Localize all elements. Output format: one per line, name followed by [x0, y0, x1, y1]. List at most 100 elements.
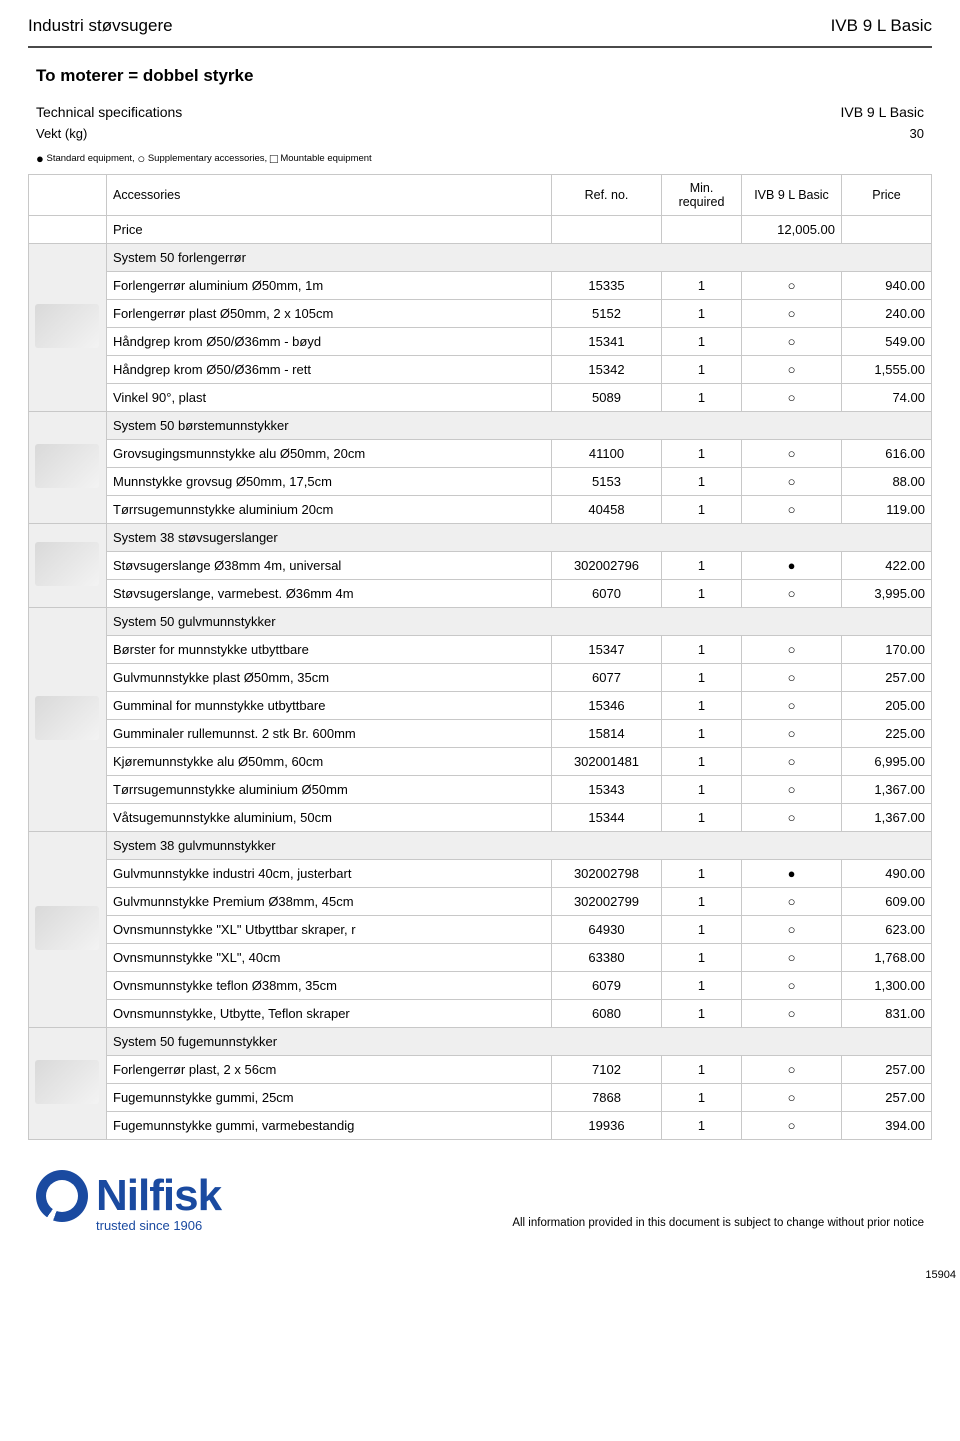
item-sym: ○ — [742, 720, 842, 748]
item-sym: ○ — [742, 328, 842, 356]
item-sym: ○ — [742, 944, 842, 972]
product-thumb-icon — [35, 444, 99, 488]
item-min: 1 — [662, 272, 742, 300]
item-sym: ○ — [742, 748, 842, 776]
item-name: Tørrsugemunnstykke aluminium Ø50mm — [107, 776, 552, 804]
table-row: Støvsugerslange Ø38mm 4m, universal30200… — [29, 552, 932, 580]
item-price: 257.00 — [842, 664, 932, 692]
group-row: System 50 fugemunnstykker — [29, 1028, 932, 1056]
item-min: 1 — [662, 1084, 742, 1112]
item-price: 609.00 — [842, 888, 932, 916]
item-ref: 15347 — [552, 636, 662, 664]
table-row: Grovsugingsmunnstykke alu Ø50mm, 20cm411… — [29, 440, 932, 468]
item-min: 1 — [662, 720, 742, 748]
item-name: Håndgrep krom Ø50/Ø36mm - bøyd — [107, 328, 552, 356]
table-row: Kjøremunnstykke alu Ø50mm, 60cm302001481… — [29, 748, 932, 776]
item-min: 1 — [662, 972, 742, 1000]
item-price: 1,367.00 — [842, 776, 932, 804]
item-name: Vinkel 90°, plast — [107, 384, 552, 412]
item-price: 616.00 — [842, 440, 932, 468]
group-title: System 38 støvsugerslanger — [107, 524, 932, 552]
item-min: 1 — [662, 1112, 742, 1140]
group-row: System 38 gulvmunnstykker — [29, 832, 932, 860]
item-min: 1 — [662, 776, 742, 804]
item-price: 74.00 — [842, 384, 932, 412]
item-name: Våtsugemunnstykke aluminium, 50cm — [107, 804, 552, 832]
item-name: Forlengerrør plast, 2 x 56cm — [107, 1056, 552, 1084]
item-sym: ○ — [742, 384, 842, 412]
item-name: Fugemunnstykke gummi, 25cm — [107, 1084, 552, 1112]
item-name: Ovnsmunnstykke "XL" Utbyttbar skraper, r — [107, 916, 552, 944]
item-name: Gumminaler rullemunnst. 2 stk Br. 600mm — [107, 720, 552, 748]
item-ref: 5153 — [552, 468, 662, 496]
item-name: Håndgrep krom Ø50/Ø36mm - rett — [107, 356, 552, 384]
item-ref: 15814 — [552, 720, 662, 748]
item-ref: 15342 — [552, 356, 662, 384]
table-header-row: Accessories Ref. no. Min. required IVB 9… — [29, 175, 932, 216]
item-sym: ○ — [742, 440, 842, 468]
item-name: Ovnsmunnstykke teflon Ø38mm, 35cm — [107, 972, 552, 1000]
item-price: 3,995.00 — [842, 580, 932, 608]
item-price: 6,995.00 — [842, 748, 932, 776]
group-title: System 38 gulvmunnstykker — [107, 832, 932, 860]
item-price: 170.00 — [842, 636, 932, 664]
item-ref: 64930 — [552, 916, 662, 944]
table-row: Gulvmunnstykke Premium Ø38mm, 45cm302002… — [29, 888, 932, 916]
product-thumb-cell — [29, 244, 107, 412]
table-row: Gumminal for munnstykke utbyttbare153461… — [29, 692, 932, 720]
item-min: 1 — [662, 440, 742, 468]
item-ref: 15341 — [552, 328, 662, 356]
product-thumb-icon — [35, 696, 99, 740]
item-price: 394.00 — [842, 1112, 932, 1140]
spec-row-label: Vekt (kg) — [36, 126, 87, 141]
item-price: 257.00 — [842, 1084, 932, 1112]
item-ref: 19936 — [552, 1112, 662, 1140]
item-name: Gulvmunnstykke industri 40cm, justerbart — [107, 860, 552, 888]
brand-logo: Nilfisk — [36, 1170, 924, 1222]
col-price: Price — [842, 175, 932, 216]
col-model: IVB 9 L Basic — [742, 175, 842, 216]
subtitle: To moterer = dobbel styrke — [36, 66, 932, 86]
item-sym: ● — [742, 552, 842, 580]
brand-name: Nilfisk — [96, 1171, 221, 1221]
item-ref: 15346 — [552, 692, 662, 720]
item-ref: 302002798 — [552, 860, 662, 888]
item-price: 623.00 — [842, 916, 932, 944]
group-title: System 50 gulvmunnstykker — [107, 608, 932, 636]
table-row: Gulvmunnstykke industri 40cm, justerbart… — [29, 860, 932, 888]
col-img — [29, 175, 107, 216]
item-min: 1 — [662, 664, 742, 692]
item-price: 240.00 — [842, 300, 932, 328]
col-accessories: Accessories — [107, 175, 552, 216]
item-min: 1 — [662, 356, 742, 384]
item-sym: ○ — [742, 1112, 842, 1140]
item-name: Ovnsmunnstykke, Utbytte, Teflon skraper — [107, 1000, 552, 1028]
item-price: 1,367.00 — [842, 804, 932, 832]
item-ref: 7102 — [552, 1056, 662, 1084]
item-sym: ○ — [742, 664, 842, 692]
table-row: Fugemunnstykke gummi, 25cm78681○257.00 — [29, 1084, 932, 1112]
price-value: 12,005.00 — [742, 216, 842, 244]
group-row: System 38 støvsugerslanger — [29, 524, 932, 552]
item-ref: 302002796 — [552, 552, 662, 580]
table-row: Gulvmunnstykke plast Ø50mm, 35cm60771○25… — [29, 664, 932, 692]
product-thumb-cell — [29, 1028, 107, 1140]
item-ref: 15343 — [552, 776, 662, 804]
table-row: Munnstykke grovsug Ø50mm, 17,5cm51531○88… — [29, 468, 932, 496]
product-thumb-icon — [35, 1060, 99, 1104]
item-ref: 7868 — [552, 1084, 662, 1112]
item-sym: ○ — [742, 496, 842, 524]
accessories-table: Accessories Ref. no. Min. required IVB 9… — [28, 174, 932, 1140]
item-ref: 5152 — [552, 300, 662, 328]
item-price: 119.00 — [842, 496, 932, 524]
item-price: 225.00 — [842, 720, 932, 748]
item-price: 940.00 — [842, 272, 932, 300]
item-name: Fugemunnstykke gummi, varmebestandig — [107, 1112, 552, 1140]
item-sym: ○ — [742, 300, 842, 328]
item-ref: 40458 — [552, 496, 662, 524]
item-min: 1 — [662, 384, 742, 412]
legend-std-icon: ● — [36, 151, 44, 166]
product-thumb-icon — [35, 542, 99, 586]
item-ref: 302002799 — [552, 888, 662, 916]
item-name: Forlengerrør aluminium Ø50mm, 1m — [107, 272, 552, 300]
